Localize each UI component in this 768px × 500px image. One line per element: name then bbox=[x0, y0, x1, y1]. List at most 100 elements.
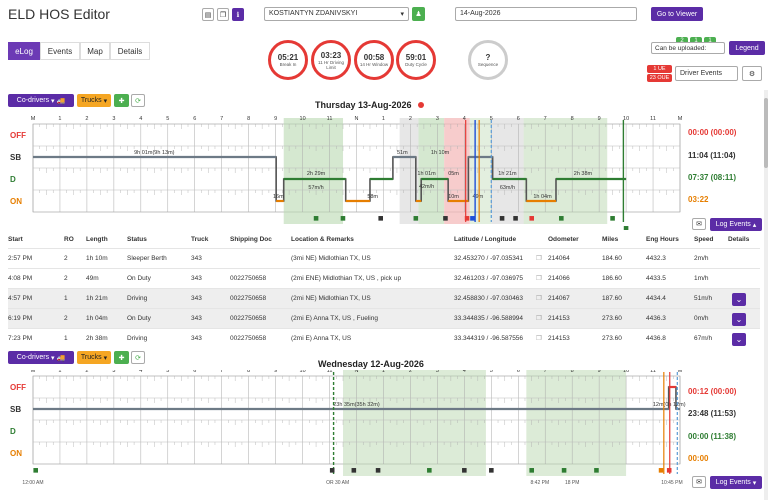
hour-label: 4 bbox=[463, 116, 466, 122]
tab-map[interactable]: Map bbox=[80, 42, 110, 60]
legend-button[interactable]: Legend bbox=[729, 41, 765, 55]
cell-start: 2:57 PM bbox=[8, 255, 33, 262]
copy-coords-icon[interactable]: ❐ bbox=[536, 295, 542, 302]
day2-log-events-button[interactable]: Log Events ▾ bbox=[710, 476, 762, 489]
tab-elog[interactable]: eLog bbox=[8, 42, 40, 60]
table-row[interactable]: 4:57 PM 1 1h 21m Driving 343 0022750658 (2mi N… bbox=[8, 288, 760, 308]
hour-label: 7 bbox=[220, 116, 223, 122]
segment-annotation: 1h 21m bbox=[498, 171, 517, 177]
day2-trucks-label: Trucks bbox=[80, 354, 102, 361]
segment-annotation: 42m/h bbox=[419, 184, 434, 190]
day2-on-total: 00:00 bbox=[688, 454, 709, 463]
hour-label: 11 bbox=[650, 116, 656, 122]
day2-add-truck-button[interactable]: ✚ bbox=[114, 351, 129, 364]
hour-label: 2 bbox=[85, 116, 88, 122]
hour-label: 10 bbox=[300, 370, 306, 374]
table-row[interactable]: 2:57 PM 2 1h 10m Sleeper Berth 343 (3mi NE) M… bbox=[8, 248, 760, 268]
scrollbar[interactable] bbox=[764, 90, 768, 500]
copy-coords-icon[interactable]: ❐ bbox=[536, 315, 542, 322]
badge-count-2: 1 bbox=[690, 37, 702, 45]
cell-truck: 343 bbox=[191, 255, 202, 262]
cell-odo: 214064 bbox=[548, 255, 570, 262]
chevron-down-icon: ▾ bbox=[400, 11, 404, 18]
truck-event-icon: ■ bbox=[529, 215, 535, 222]
day1-log-chart[interactable]: M 1 2 3 4 5 6 7 8 9 10 11 N 1 2 3 4 5 6 7 8 9 10 11 M OFF SB D ON 9h … bbox=[0, 112, 768, 230]
add-truck-button[interactable]: ✚ bbox=[114, 94, 129, 107]
cell-speed: 67m/h bbox=[694, 335, 713, 342]
day2-log-chart[interactable]: M 1 2 3 4 5 6 7 8 9 10 11 N 1 2 3 4 5 6 7 8 9 10 11 M OFF SB D ON 23h… bbox=[0, 370, 768, 486]
trucks-button[interactable]: Trucks ▾ bbox=[77, 94, 111, 107]
hour-label: 6 bbox=[517, 370, 520, 374]
day2-codrivers-button[interactable]: Co-drivers ▾ 🚚 bbox=[8, 351, 74, 364]
hour-label: 6 bbox=[193, 370, 196, 374]
cell-len: 2h 38m bbox=[86, 335, 108, 342]
tab-events[interactable]: Events bbox=[40, 42, 80, 60]
day1-on-total: 03:22 bbox=[688, 195, 709, 204]
truck-event-icon: ■ bbox=[443, 215, 449, 222]
day2-refresh-icon[interactable]: ⟳ bbox=[131, 351, 145, 364]
upload-select[interactable]: Can be uploaded: bbox=[651, 42, 725, 54]
cell-len: 49m bbox=[86, 275, 99, 282]
copy-coords-icon[interactable]: ❐ bbox=[536, 255, 542, 262]
date-input[interactable]: 14-Aug-2026 bbox=[455, 7, 637, 21]
day2-trucks-button[interactable]: Trucks ▾ bbox=[77, 351, 111, 364]
truck-event-icon: ■ bbox=[470, 215, 476, 222]
segment-annotation: 1h 10m bbox=[431, 150, 450, 156]
table-row[interactable]: 4:08 PM 2 49m On Duty 343 0022750658 (2mi ENE)… bbox=[8, 268, 760, 288]
hour-label: 2 bbox=[409, 116, 412, 122]
hour-label: 5 bbox=[490, 116, 493, 122]
gauge-sequence: ? Sequence bbox=[468, 40, 508, 80]
hour-label: 11 bbox=[650, 370, 656, 374]
expand-row-button[interactable]: ⌄ bbox=[732, 313, 746, 326]
truck-event-icon: ■ bbox=[375, 467, 381, 474]
day2-comment-icon[interactable]: ✉ bbox=[692, 476, 706, 488]
column-header: Details bbox=[728, 236, 750, 243]
hour-label: 4 bbox=[139, 116, 142, 122]
hour-label: 8 bbox=[247, 370, 250, 374]
go-to-viewer-button[interactable]: Go to Viewer bbox=[651, 7, 703, 21]
cell-start: 4:57 PM bbox=[8, 295, 33, 302]
truck-event-icon: ■ bbox=[513, 215, 519, 222]
settings-gear-icon[interactable]: ⚙ bbox=[742, 66, 762, 81]
column-header: RO bbox=[64, 236, 74, 243]
codrivers-button[interactable]: Co-drivers ▾ 🚚 bbox=[8, 94, 74, 107]
row-label-sb: SB bbox=[10, 405, 21, 414]
table-row[interactable]: 6:19 PM 2 1h 04m On Duty 343 0022750658 (2mi E… bbox=[8, 308, 760, 328]
expand-row-button[interactable]: ⌄ bbox=[732, 293, 746, 306]
driver-select[interactable]: KOSTIANTYN ZDANIVSKYI ▾ bbox=[264, 7, 409, 21]
info-icon[interactable]: ℹ bbox=[232, 8, 244, 21]
hour-label: 7 bbox=[220, 370, 223, 374]
day2-d-total: 00:00 (11:38) bbox=[688, 432, 737, 441]
hour-label: 7 bbox=[544, 116, 547, 122]
hour-label: 3 bbox=[436, 116, 439, 122]
driver-events-select[interactable]: Driver Events bbox=[675, 66, 738, 81]
column-header: Eng Hours bbox=[646, 236, 679, 243]
shade-region bbox=[399, 118, 419, 224]
copy-coords-icon[interactable]: ❐ bbox=[536, 335, 542, 342]
copy-coords-icon[interactable]: ❐ bbox=[536, 275, 542, 282]
table-row[interactable]: 7:23 PM 1 2h 38m Driving 343 0022750658 (2mi E… bbox=[8, 328, 760, 348]
day1-log-events-button[interactable]: Log Events ▴ bbox=[710, 218, 762, 231]
cell-eng: 4432.3 bbox=[646, 255, 666, 262]
cell-status: Driving bbox=[127, 335, 148, 342]
cell-eng: 4434.4 bbox=[646, 295, 666, 302]
gauge-break: 05:21 Break In bbox=[268, 40, 308, 80]
cell-doc: 0022750658 bbox=[230, 315, 267, 322]
segment-annotation: 1h 04m bbox=[533, 194, 552, 200]
day2-off-total: 00:12 (00:00) bbox=[688, 387, 737, 396]
app-title: ELD HOS Editor bbox=[8, 6, 110, 22]
driver-profile-button[interactable]: ♟ bbox=[412, 7, 425, 21]
cell-status: On Duty bbox=[127, 275, 151, 282]
comment-icon[interactable]: ✉ bbox=[692, 218, 706, 230]
hour-label: 9 bbox=[274, 370, 277, 374]
cell-latlng: 32.453270 / -97.035341 bbox=[454, 255, 524, 262]
print-icon[interactable]: ▤ bbox=[202, 8, 214, 21]
cell-odo: 214153 bbox=[548, 335, 570, 342]
cell-start: 7:23 PM bbox=[8, 335, 33, 342]
copy-icon[interactable]: ❐ bbox=[217, 8, 229, 21]
cell-truck: 343 bbox=[191, 295, 202, 302]
refresh-icon[interactable]: ⟳ bbox=[131, 94, 145, 107]
hour-label: 10 bbox=[623, 116, 629, 122]
tab-details[interactable]: Details bbox=[110, 42, 150, 60]
expand-row-button[interactable]: ⌄ bbox=[732, 333, 746, 346]
